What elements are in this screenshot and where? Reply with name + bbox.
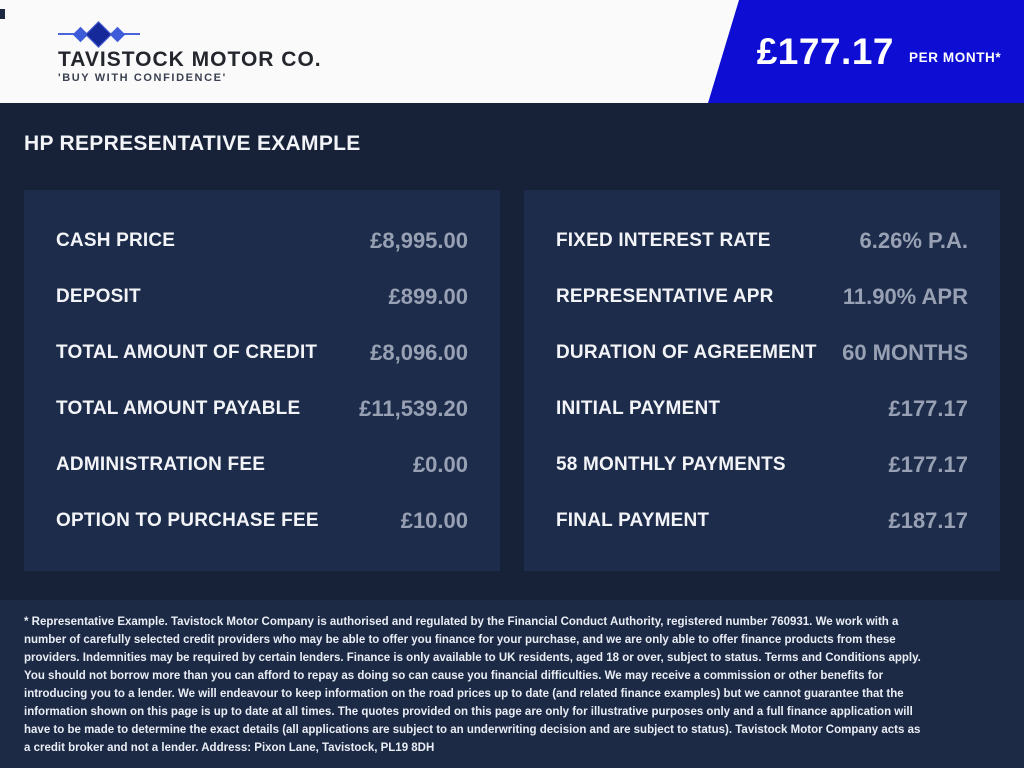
row-label: CASH PRICE xyxy=(56,229,176,251)
row-label: DEPOSIT xyxy=(56,285,141,307)
page-title: HP REPRESENTATIVE EXAMPLE xyxy=(24,132,361,155)
disclaimer-text: * Representative Example. Tavistock Moto… xyxy=(24,616,921,754)
table-row: FINAL PAYMENT £187.17 xyxy=(556,493,968,549)
logo-small-diamond-right-icon xyxy=(109,26,126,43)
row-label: FINAL PAYMENT xyxy=(556,509,710,531)
row-value: £10.00 xyxy=(400,507,468,533)
row-value: £899.00 xyxy=(388,283,468,309)
table-row: 58 MONTHLY PAYMENTS £177.17 xyxy=(556,437,968,493)
table-row: FIXED INTEREST RATE 6.26% P.A. xyxy=(556,213,968,269)
table-row: TOTAL AMOUNT OF CREDIT £8,096.00 xyxy=(56,325,468,381)
table-row: REPRESENTATIVE APR 11.90% APR xyxy=(556,269,968,325)
row-value: 11.90% APR xyxy=(842,283,968,309)
company-tagline: 'BUY WITH CONFIDENCE' xyxy=(58,72,227,84)
finance-panel-left-rows: CASH PRICE £8,995.00 DEPOSIT £899.00 TOT… xyxy=(24,190,500,571)
row-value: £8,995.00 xyxy=(370,227,468,253)
table-row: INITIAL PAYMENT £177.17 xyxy=(556,381,968,437)
logo-large-diamond-icon xyxy=(85,21,112,48)
row-label: 58 MONTHLY PAYMENTS xyxy=(556,453,786,475)
corner-mark xyxy=(0,9,5,19)
row-label: FIXED INTEREST RATE xyxy=(556,229,771,251)
row-value: £11,539.20 xyxy=(359,395,468,421)
row-value: £177.17 xyxy=(888,451,968,477)
row-label: ADMINISTRATION FEE xyxy=(56,453,266,475)
row-value: £187.17 xyxy=(888,507,968,533)
row-label: REPRESENTATIVE APR xyxy=(556,285,774,307)
price-banner: £177.17 PER MONTH* xyxy=(708,0,1024,103)
table-row: TOTAL AMOUNT PAYABLE £11,539.20 xyxy=(56,381,468,437)
company-logo: TAVISTOCK MOTOR CO. 'BUY WITH CONFIDENCE… xyxy=(58,16,321,90)
row-label: TOTAL AMOUNT PAYABLE xyxy=(56,397,301,419)
row-label: TOTAL AMOUNT OF CREDIT xyxy=(56,341,318,363)
finance-panel-right: FIXED INTEREST RATE 6.26% P.A. REPRESENT… xyxy=(524,190,1000,571)
table-row: DEPOSIT £899.00 xyxy=(56,269,468,325)
footer: * Representative Example. Tavistock Moto… xyxy=(0,600,1024,768)
header: TAVISTOCK MOTOR CO. 'BUY WITH CONFIDENCE… xyxy=(0,0,1024,103)
row-value: £8,096.00 xyxy=(370,339,468,365)
table-row: ADMINISTRATION FEE £0.00 xyxy=(56,437,468,493)
row-value: 6.26% P.A. xyxy=(859,227,968,253)
finance-panel-left: CASH PRICE £8,995.00 DEPOSIT £899.00 TOT… xyxy=(24,190,500,571)
monthly-price: £177.17 xyxy=(756,30,894,72)
row-value: £0.00 xyxy=(412,451,468,477)
table-row: OPTION TO PURCHASE FEE £10.00 xyxy=(56,493,468,549)
table-row: CASH PRICE £8,995.00 xyxy=(56,213,468,269)
row-label: OPTION TO PURCHASE FEE xyxy=(56,509,319,531)
row-value: 60 MONTHS xyxy=(842,339,968,365)
row-label: INITIAL PAYMENT xyxy=(556,397,721,419)
logo-diamond-icon xyxy=(58,20,140,48)
finance-panel-right-rows: FIXED INTEREST RATE 6.26% P.A. REPRESENT… xyxy=(524,190,1000,571)
company-name: TAVISTOCK MOTOR CO. xyxy=(58,48,322,71)
monthly-price-period: PER MONTH* xyxy=(908,50,1002,65)
table-row: DURATION OF AGREEMENT 60 MONTHS xyxy=(556,325,968,381)
row-label: DURATION OF AGREEMENT xyxy=(556,341,817,363)
row-value: £177.17 xyxy=(888,395,968,421)
